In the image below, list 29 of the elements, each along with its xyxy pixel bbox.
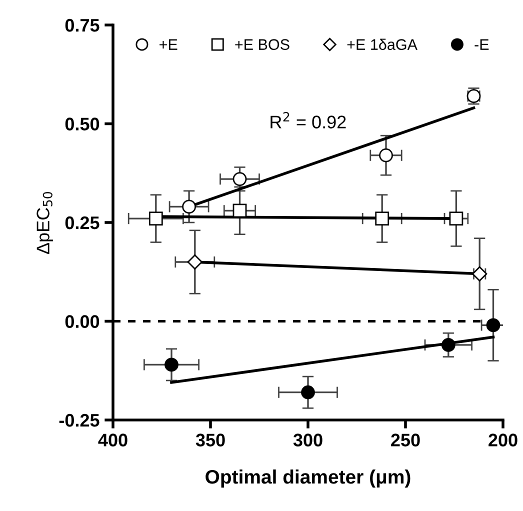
legend-label: +E 1δaGA bbox=[347, 38, 418, 50]
y-axis-title: ΔpEC$_{50}$ bbox=[36, 192, 54, 254]
point bbox=[232, 172, 247, 186]
y-tick-label: 0.75 bbox=[65, 18, 100, 32]
point bbox=[449, 212, 464, 226]
y-tick-label: 0.00 bbox=[65, 315, 100, 328]
point bbox=[148, 212, 163, 226]
y-tick-label: 0.25 bbox=[65, 216, 100, 230]
point bbox=[486, 318, 500, 332]
point bbox=[375, 212, 390, 226]
x-tick-label: 300 bbox=[293, 434, 322, 446]
point bbox=[187, 254, 202, 270]
x-tick-label: 350 bbox=[196, 434, 225, 446]
point bbox=[441, 338, 456, 352]
point bbox=[379, 148, 393, 162]
point bbox=[182, 200, 196, 214]
annotation: R$^{2}$ = 0.92 bbox=[270, 112, 346, 128]
x-tick-label: 400 bbox=[98, 434, 128, 446]
x-tick-label: 200 bbox=[488, 434, 518, 446]
point bbox=[232, 204, 247, 218]
x-tick-label: 250 bbox=[391, 434, 420, 446]
y-tick-label: 0.50 bbox=[65, 118, 100, 130]
legend-label: -E bbox=[474, 39, 489, 50]
legend-label: +E BOS bbox=[235, 39, 290, 50]
legend-label: +E bbox=[160, 39, 178, 50]
point bbox=[164, 358, 178, 372]
x-axis-title: Optimal diameter (μm) bbox=[206, 469, 410, 488]
y-tick-label: -0.25 bbox=[59, 414, 100, 427]
point bbox=[301, 385, 315, 400]
